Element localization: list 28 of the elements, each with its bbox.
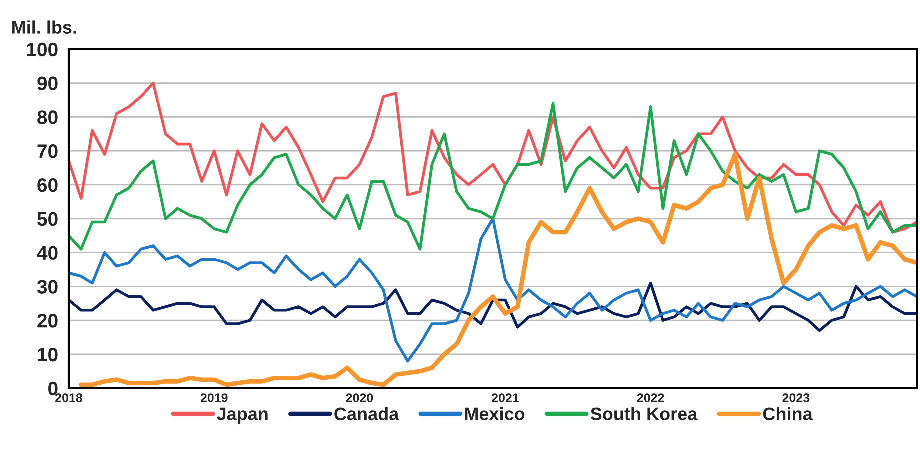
- x-tick-label: 2018: [56, 394, 83, 402]
- y-axis-title: Mil. lbs.: [12, 20, 76, 34]
- y-tick-label: 90: [38, 76, 58, 91]
- legend-label: Japan: [217, 408, 268, 424]
- x-tick-label: 2019: [200, 394, 228, 402]
- line-series: [69, 102, 918, 251]
- y-tick-label: 60: [38, 178, 58, 192]
- y-tick-label: 100: [27, 42, 58, 57]
- x-tick-label: 2023: [782, 394, 810, 402]
- y-tick-label: 40: [37, 246, 58, 260]
- y-tick-label: 30: [37, 280, 58, 294]
- line-series: [79, 152, 918, 388]
- line-series: [69, 282, 918, 332]
- legend-label: Mexico: [465, 407, 525, 421]
- legend-label: South Korea: [590, 407, 698, 421]
- legend-label: China: [763, 407, 813, 421]
- line-series: [69, 82, 918, 234]
- y-tick-label: 20: [38, 314, 58, 328]
- x-tick-label: 2020: [346, 394, 374, 402]
- y-tick-label: 10: [38, 348, 58, 362]
- legend-label: Canada: [334, 407, 400, 421]
- y-tick-label: 50: [38, 212, 58, 226]
- y-tick-label: 0: [48, 382, 58, 396]
- y-tick-label: 70: [38, 144, 58, 158]
- x-tick-label: 2022: [637, 394, 664, 402]
- line-series: [69, 218, 918, 363]
- x-tick-label: 2021: [492, 394, 520, 402]
- y-tick-label: 80: [38, 110, 58, 124]
